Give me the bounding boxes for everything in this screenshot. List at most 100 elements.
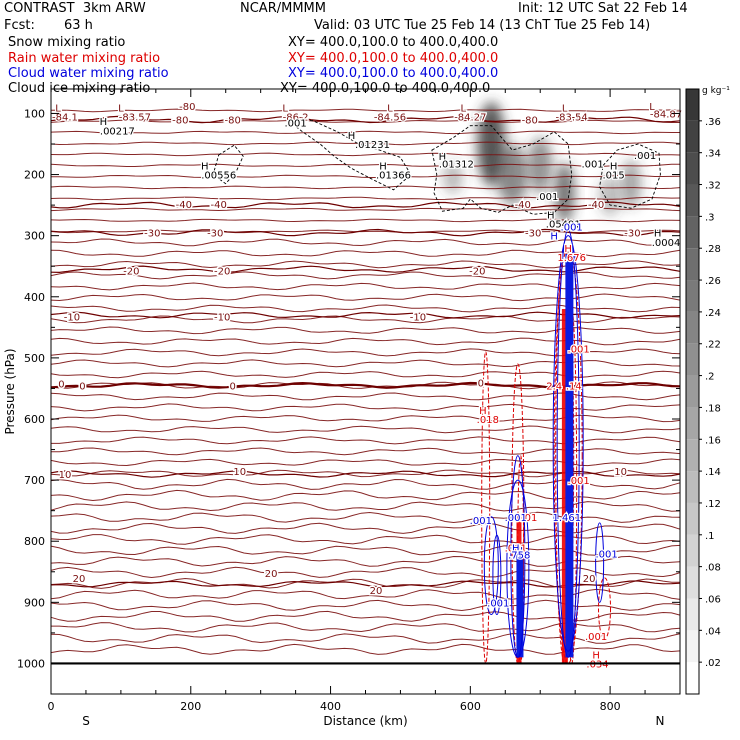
cloud-water-contour xyxy=(552,235,584,652)
temperature-contour-line xyxy=(50,414,681,423)
colorbar-tick-label: .26 xyxy=(705,276,721,287)
rain-label: H xyxy=(479,406,487,417)
rain-label: .001 xyxy=(515,513,537,524)
cloud-water-core xyxy=(516,547,524,658)
colorbar-swatch xyxy=(686,280,699,312)
extrema-label: .00556 xyxy=(201,171,236,182)
colorbar-swatch xyxy=(686,248,699,281)
y-tick-label: 700 xyxy=(24,474,45,487)
extrema-label: L xyxy=(649,102,655,113)
rain-label: .001 xyxy=(505,543,527,554)
rain-contour xyxy=(555,247,575,664)
rain-label: 1.676 xyxy=(557,253,586,264)
temperature-contour-line xyxy=(50,643,681,655)
y-tick-label: 200 xyxy=(24,169,45,182)
colorbar-frame xyxy=(685,88,700,695)
temperature-label: -80 xyxy=(225,116,241,127)
temperature-contour-line xyxy=(50,229,681,234)
y-tick-label: 600 xyxy=(24,413,45,426)
x-axis-label: Distance (km) xyxy=(323,714,407,728)
cloud-water-contour xyxy=(492,534,502,616)
colorbar-swatch xyxy=(686,152,699,185)
temperature-contour-line xyxy=(50,610,681,622)
cloud-water-label: 1.461 xyxy=(552,513,581,524)
temperature-label: -40 xyxy=(211,200,227,211)
valid-text: Valid: 03 UTC Tue 25 Feb 14 (13 ChT Tue … xyxy=(314,18,651,33)
field-xy-cloud-water: XY= 400.0,100.0 to 400.0,400.0 xyxy=(288,66,499,81)
x-end-label-north: N xyxy=(656,714,665,728)
fcst-label: Fcst: xyxy=(4,18,35,33)
rain-core xyxy=(561,309,568,664)
colorbar-tick-label: .28 xyxy=(705,244,721,255)
extrema-label: L xyxy=(387,103,393,114)
temperature-contour-line xyxy=(50,489,681,502)
colorbar-tick-label: .36 xyxy=(705,117,721,128)
plot-frame xyxy=(50,88,681,695)
field-label-snow: Snow mixing ratio xyxy=(8,35,126,50)
colorbar-swatch xyxy=(686,407,699,440)
extrema-label: .001 xyxy=(634,151,656,162)
cloud-ice-contour xyxy=(599,143,661,209)
temperature-label: 20 xyxy=(583,574,596,585)
cloud-water-label: .001 xyxy=(595,549,617,560)
temperature-contour-10 xyxy=(50,470,681,478)
extrema-label: .01366 xyxy=(376,171,411,182)
extrema-label: L xyxy=(118,103,124,114)
colorbar-tick-label: .14 xyxy=(705,467,721,478)
temperature-label: 20 xyxy=(265,569,278,580)
colorbar-swatch xyxy=(686,184,699,217)
temperature-label: -30 xyxy=(525,229,541,240)
extrema-label: H xyxy=(100,117,108,128)
temperature-label-group: -80 -80 -80 -80 -40 -40 -40 -40 -30 -30 -30 -30 -20 -… xyxy=(57,101,642,599)
temperature-contour-line xyxy=(50,403,681,412)
snow-shade-blob xyxy=(442,161,463,194)
colorbar-swatch xyxy=(686,216,699,249)
temperature-label: -30 xyxy=(624,229,640,240)
temperature-contour-line xyxy=(50,238,681,247)
temperature-contour-line xyxy=(50,271,681,280)
cloud-water-label: .001 xyxy=(487,598,509,609)
temperature-contour-line xyxy=(50,218,681,223)
y-tick-label: 500 xyxy=(24,352,45,365)
extrema-label: H xyxy=(610,161,618,172)
extrema-label: H xyxy=(439,152,447,163)
snow-shading xyxy=(442,102,642,223)
temperature-contour-line xyxy=(50,196,681,201)
colorbar-tick-label: .12 xyxy=(705,499,721,510)
colorbar-swatch xyxy=(686,630,699,663)
rain-label: H xyxy=(564,244,572,255)
y-tick-label: 900 xyxy=(24,596,45,609)
temperature-label: -20 xyxy=(469,267,485,278)
extrema-label: .05491 xyxy=(546,219,581,230)
temperature-contour-minus10 xyxy=(50,311,681,319)
temperature-contour-line xyxy=(50,522,681,534)
extrema-label: -84.1 xyxy=(52,113,78,124)
x-tick-label: 200 xyxy=(180,700,201,713)
rain-contour xyxy=(598,577,612,640)
field-label-rain: Rain water mixing ratio xyxy=(8,51,161,66)
temperature-contour-20 xyxy=(50,580,681,588)
temperature-contour-line xyxy=(50,185,681,190)
temperature-contour-line xyxy=(50,207,681,212)
snow-shade-blob xyxy=(554,162,575,223)
rain-label: .14 xyxy=(566,381,582,392)
cloud-water-label: .001 xyxy=(505,513,527,524)
x-tick-label: 800 xyxy=(600,700,621,713)
temperature-label: -80 xyxy=(522,116,538,127)
rain-label: .001 xyxy=(585,632,607,643)
temperature-label: 20 xyxy=(73,574,86,585)
temperature-contour-line xyxy=(50,425,681,434)
cloud-water-core xyxy=(565,254,574,658)
temperature-contour-line xyxy=(50,337,681,346)
temperature-contour-line xyxy=(50,534,681,545)
colorbar-tick-label: .02 xyxy=(705,658,721,669)
temperature-contour-line xyxy=(50,555,681,567)
temperature-label: 10 xyxy=(59,470,72,481)
temperature-contour-line xyxy=(51,436,681,445)
rain-label: .034 xyxy=(586,659,608,670)
colorbar-swatch xyxy=(686,120,699,153)
colorbar-swatch xyxy=(686,89,699,121)
y-tick-label: 1000 xyxy=(17,657,45,670)
colorbar-swatch xyxy=(686,471,699,503)
temperature-label: -30 xyxy=(207,229,223,240)
